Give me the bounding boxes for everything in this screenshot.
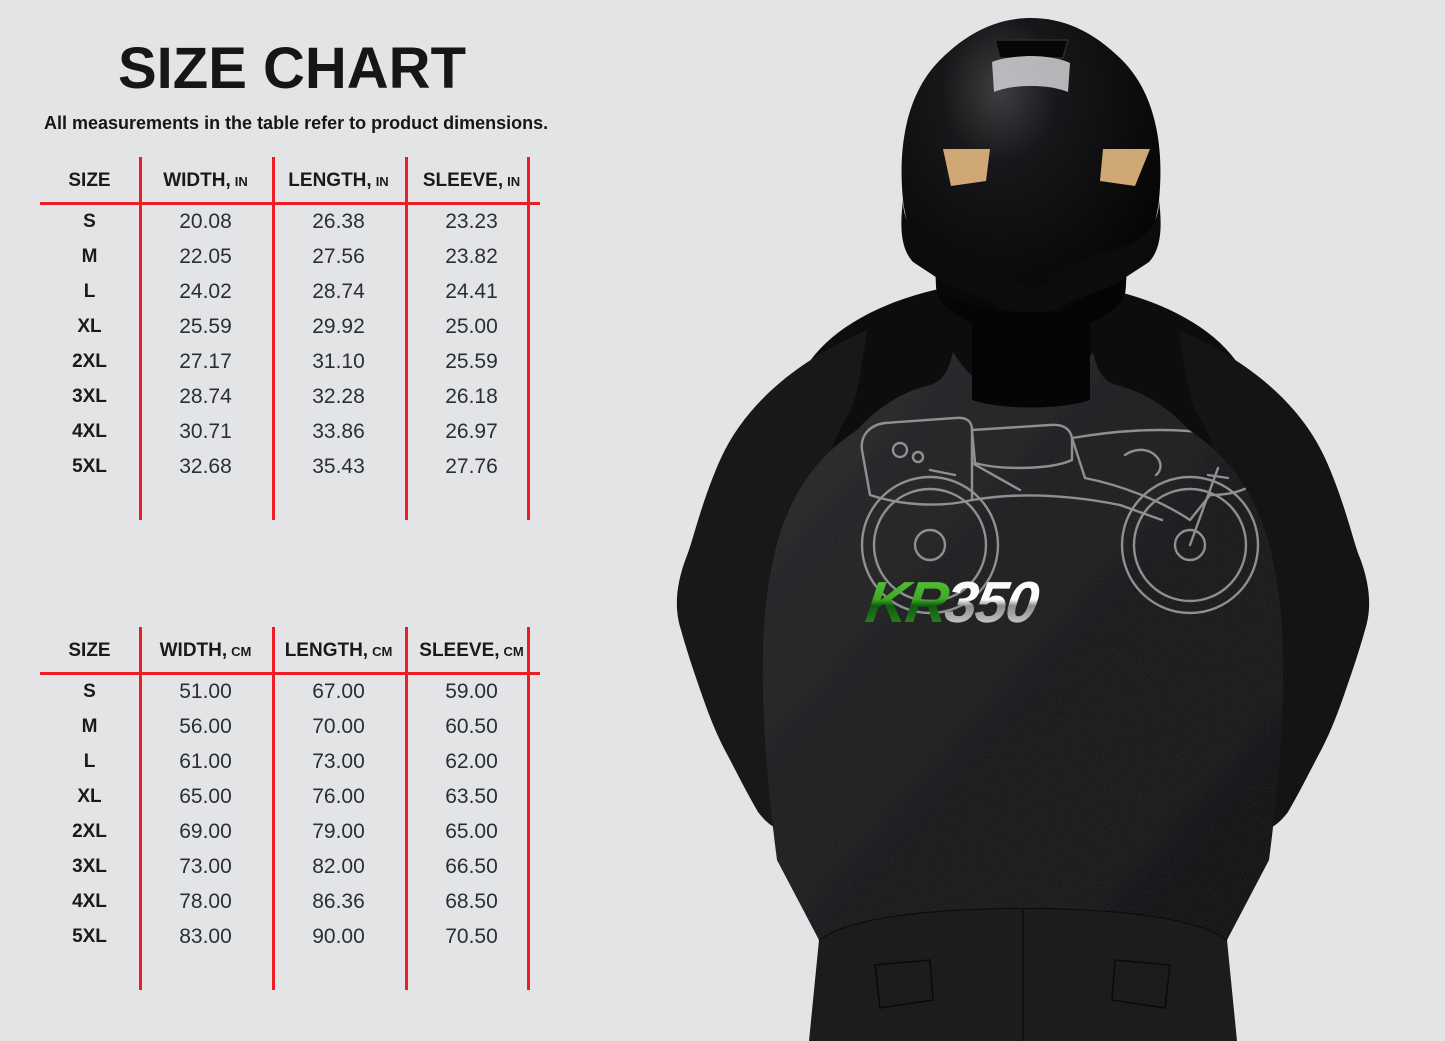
svg-text:350: 350 [941,570,1042,635]
svg-text:KR: KR [862,570,953,635]
